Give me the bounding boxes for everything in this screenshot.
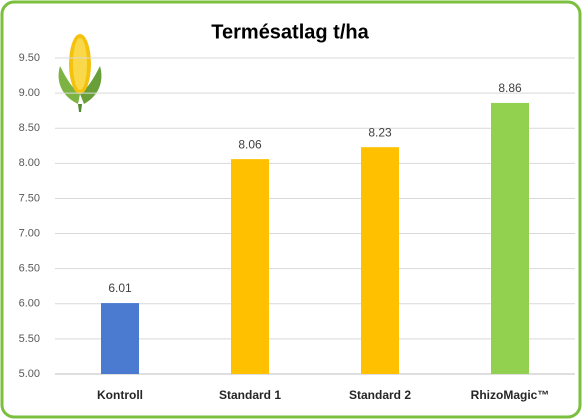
y-tick-label: 9.50 — [19, 52, 40, 64]
bar — [491, 102, 529, 374]
y-tick-label: 9.00 — [19, 87, 40, 99]
y-tick-label: 5.50 — [19, 333, 40, 345]
x-tick-label: Standard 2 — [349, 388, 411, 402]
y-tick-label: 6.50 — [19, 263, 40, 275]
x-tick-label: RhizoMagic™ — [471, 388, 550, 402]
y-tick-label: 8.50 — [19, 122, 40, 134]
y-tick-label: 7.50 — [19, 192, 40, 204]
value-label: 8.06 — [238, 137, 262, 151]
x-tick-label: Kontroll — [97, 388, 143, 402]
corn-icon — [58, 34, 102, 112]
bar — [101, 303, 139, 374]
value-label: 8.23 — [368, 125, 392, 139]
bar — [361, 147, 399, 374]
y-tick-label: 8.00 — [19, 157, 40, 169]
value-label: 8.86 — [498, 81, 522, 95]
x-tick-label: Standard 1 — [219, 388, 281, 402]
y-tick-label: 7.00 — [19, 227, 40, 239]
chart-title: Termésatlag t/ha — [211, 21, 369, 43]
y-tick-label: 5.00 — [19, 368, 40, 380]
y-tick-label: 6.00 — [19, 298, 40, 310]
value-label: 6.01 — [108, 281, 132, 295]
bar — [231, 159, 269, 374]
